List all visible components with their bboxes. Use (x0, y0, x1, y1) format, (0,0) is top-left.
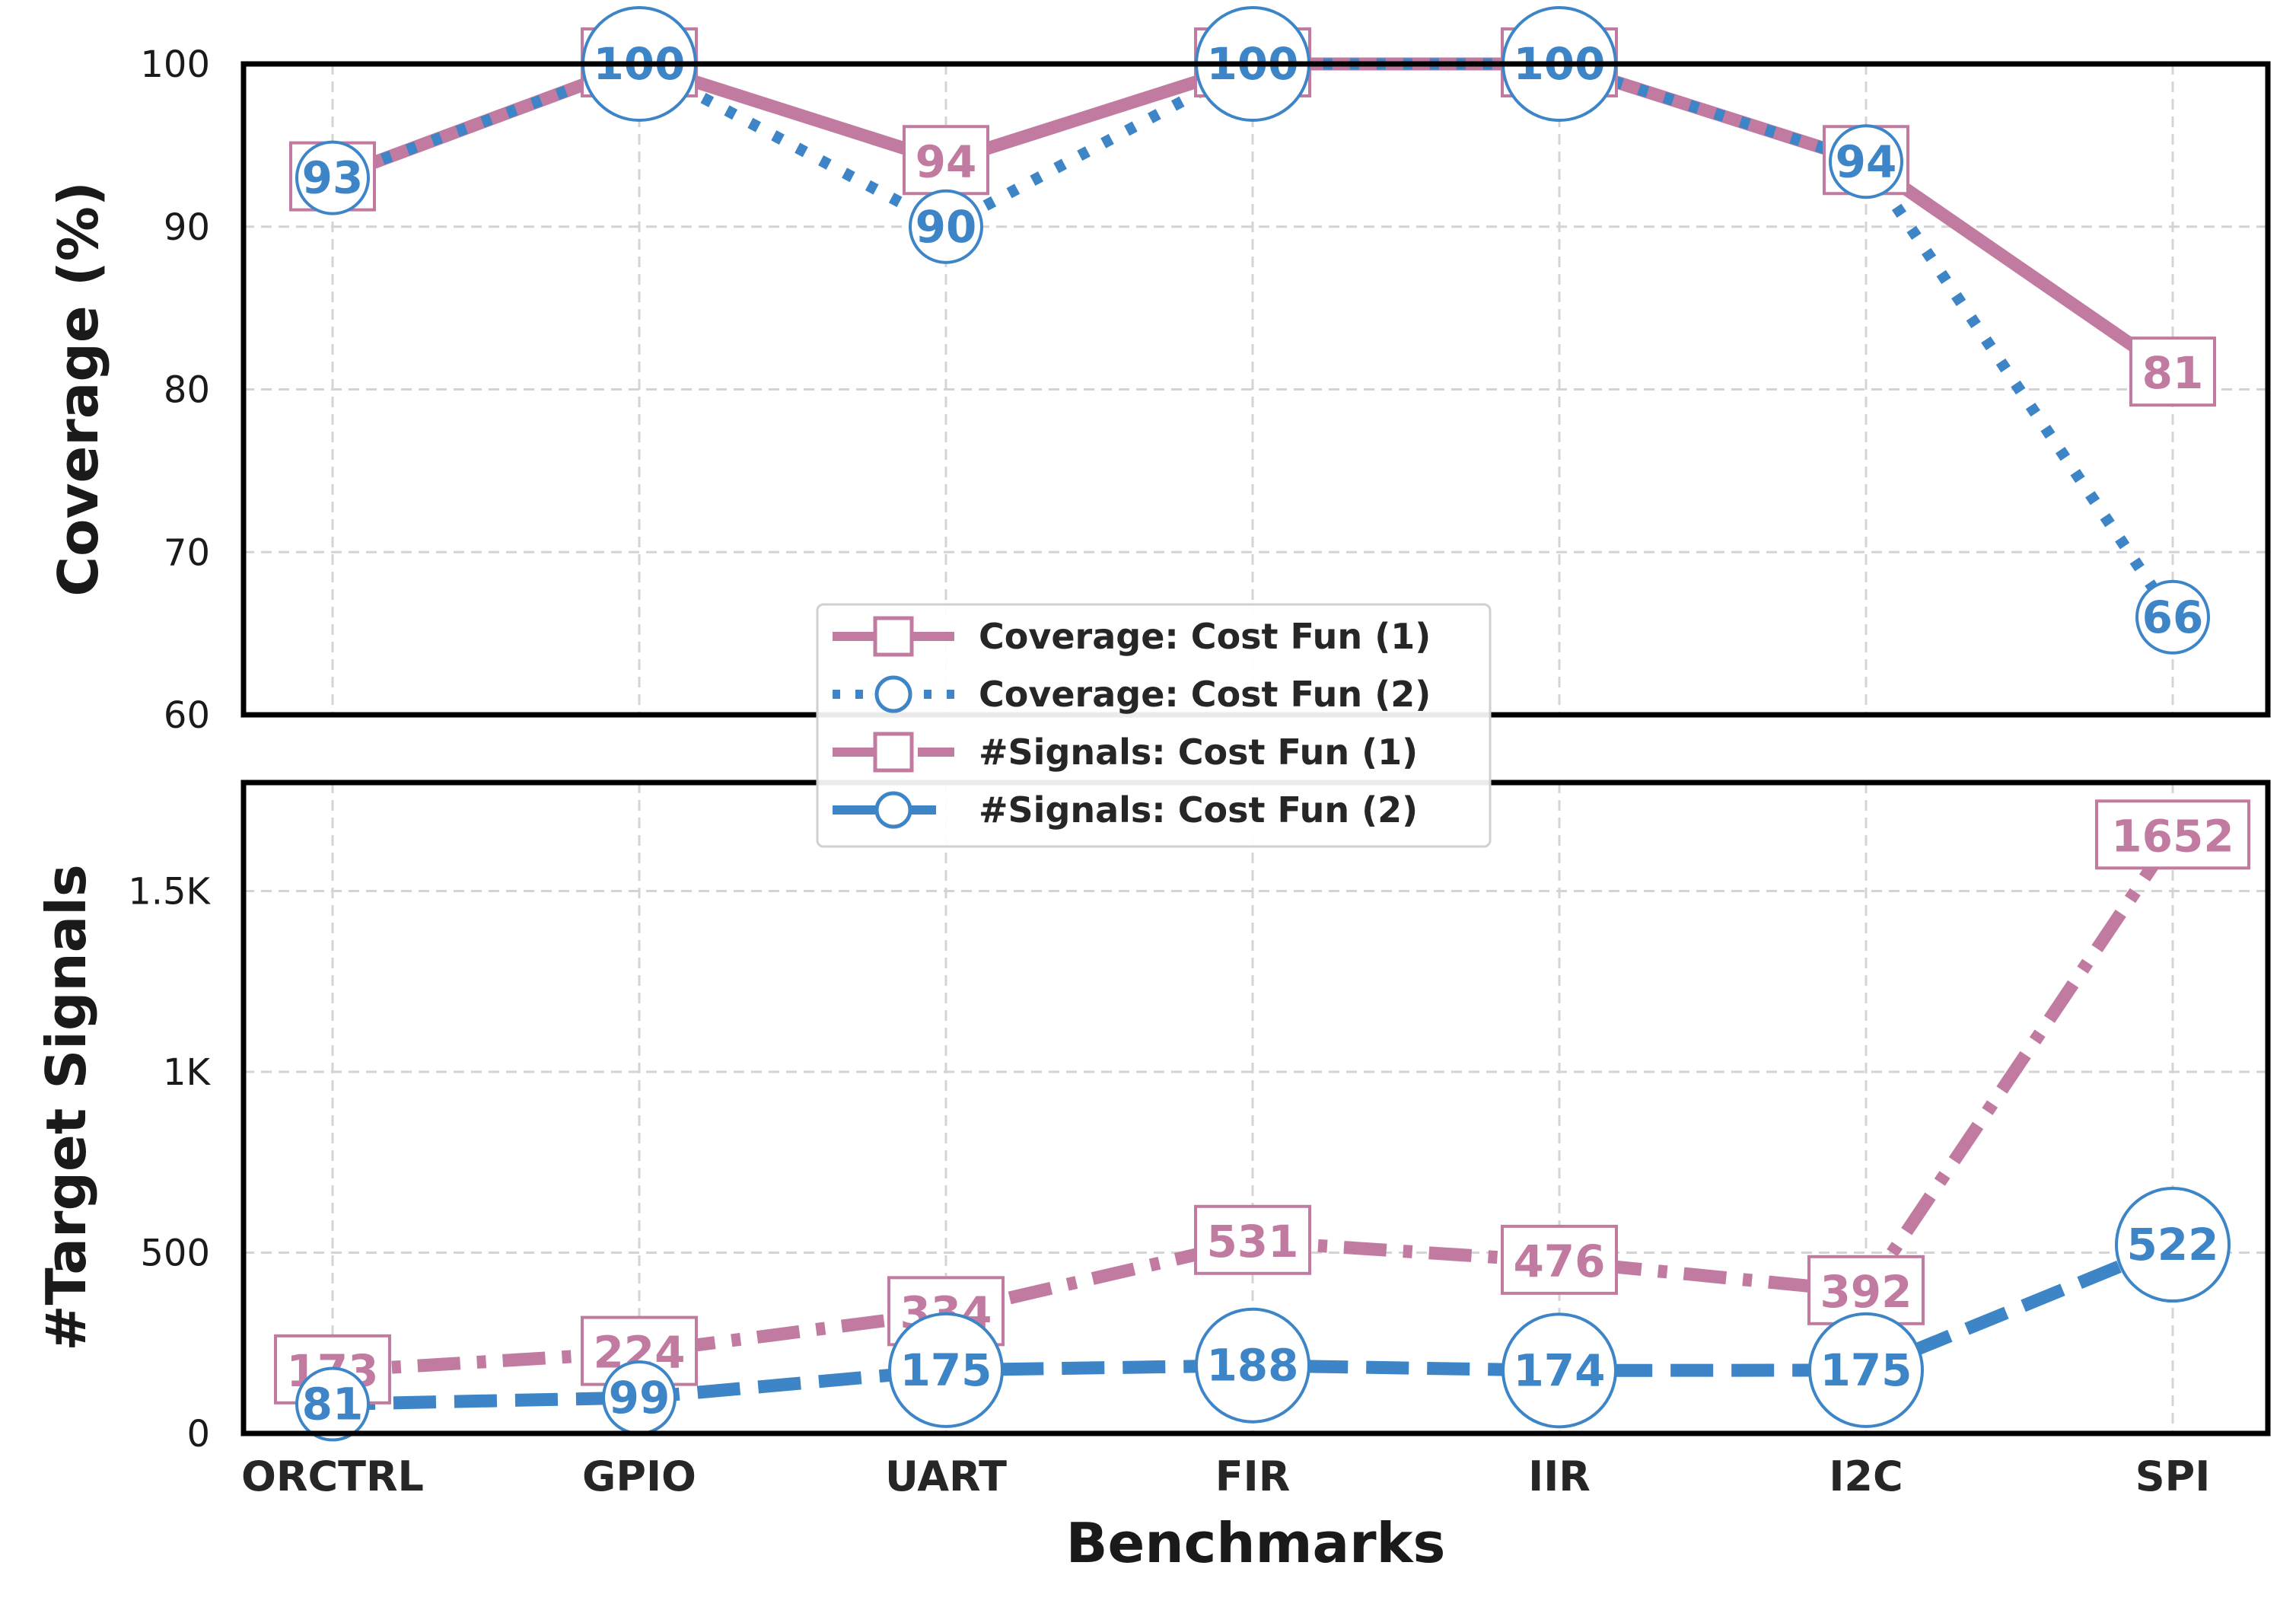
data-label: 81 (302, 1379, 364, 1430)
data-marker-circle (2135, 579, 2210, 655)
x-tick-label: ORCTRL (241, 1452, 424, 1500)
legend-label: Coverage: Cost Fun (1) (979, 616, 1431, 657)
y-tick-label: 1.5K (128, 871, 211, 914)
legend-marker-square (873, 732, 914, 773)
data-label: 175 (900, 1344, 992, 1396)
x-tick-label: I2C (1829, 1452, 1903, 1500)
data-label: 93 (302, 152, 364, 204)
data-marker-square (2129, 336, 2216, 407)
y-tick-label: 0 (186, 1413, 210, 1456)
x-tick-label: UART (885, 1452, 1007, 1500)
legend-label: #Signals: Cost Fun (2) (979, 789, 1418, 831)
data-marker-square (2095, 799, 2250, 870)
legend-box (816, 603, 1492, 848)
data-label: 1652 (2111, 810, 2234, 862)
data-label: 81 (2142, 347, 2204, 399)
y-tick-label: 500 (140, 1232, 210, 1275)
data-marker-circle (295, 140, 370, 215)
data-marker-circle (2115, 1187, 2231, 1303)
y-tick-label: 1K (163, 1051, 212, 1094)
x-tick-label: GPIO (582, 1452, 696, 1500)
y-tick-label: 80 (164, 369, 210, 412)
legend-label: Coverage: Cost Fun (2) (979, 674, 1431, 715)
data-marker-circle (1829, 124, 1903, 199)
legend-marker-circle (874, 791, 912, 829)
data-label: 188 (1206, 1340, 1298, 1392)
data-label: 175 (1820, 1344, 1912, 1396)
data-marker-circle (909, 189, 983, 264)
data-label: 522 (2126, 1219, 2218, 1271)
data-marker-circle (1808, 1312, 1924, 1428)
legend: Coverage: Cost Fun (1) Coverage: Cost Fun… (816, 603, 1492, 848)
data-marker-square (903, 125, 989, 196)
bottom-y-axis-label: #Target Signals (34, 864, 98, 1351)
x-tick-label: FIR (1215, 1452, 1291, 1500)
data-label: 531 (1206, 1216, 1298, 1267)
data-label: 90 (916, 201, 977, 253)
y-tick-label: 100 (140, 43, 210, 86)
data-label: 94 (916, 136, 977, 187)
data-marker-square (1194, 1204, 1311, 1275)
data-label: 99 (609, 1372, 670, 1424)
data-label: 66 (2142, 591, 2204, 643)
data-label: 476 (1513, 1236, 1605, 1287)
x-tick-label: SPI (2135, 1452, 2211, 1500)
legend-label: #Signals: Cost Fun (1) (979, 732, 1418, 773)
legend-marker-square (873, 616, 914, 657)
top-y-axis-label: Coverage (%) (46, 181, 110, 597)
y-tick-label: 60 (164, 694, 210, 737)
data-marker-square (1501, 1224, 1618, 1295)
x-axis-label: Benchmarks (1066, 1511, 1446, 1575)
data-marker-circle (295, 1366, 370, 1442)
data-label: 174 (1513, 1344, 1605, 1396)
legend-marker-circle (874, 675, 912, 713)
data-marker-circle (888, 1312, 1004, 1428)
data-label: 94 (1836, 136, 1897, 187)
y-tick-label: 70 (164, 531, 210, 574)
data-label: 392 (1820, 1266, 1912, 1318)
data-marker-circle (1501, 1312, 1617, 1429)
x-tick-label: IIR (1528, 1452, 1591, 1500)
data-marker-circle (1195, 1307, 1310, 1424)
y-tick-label: 90 (164, 206, 210, 249)
